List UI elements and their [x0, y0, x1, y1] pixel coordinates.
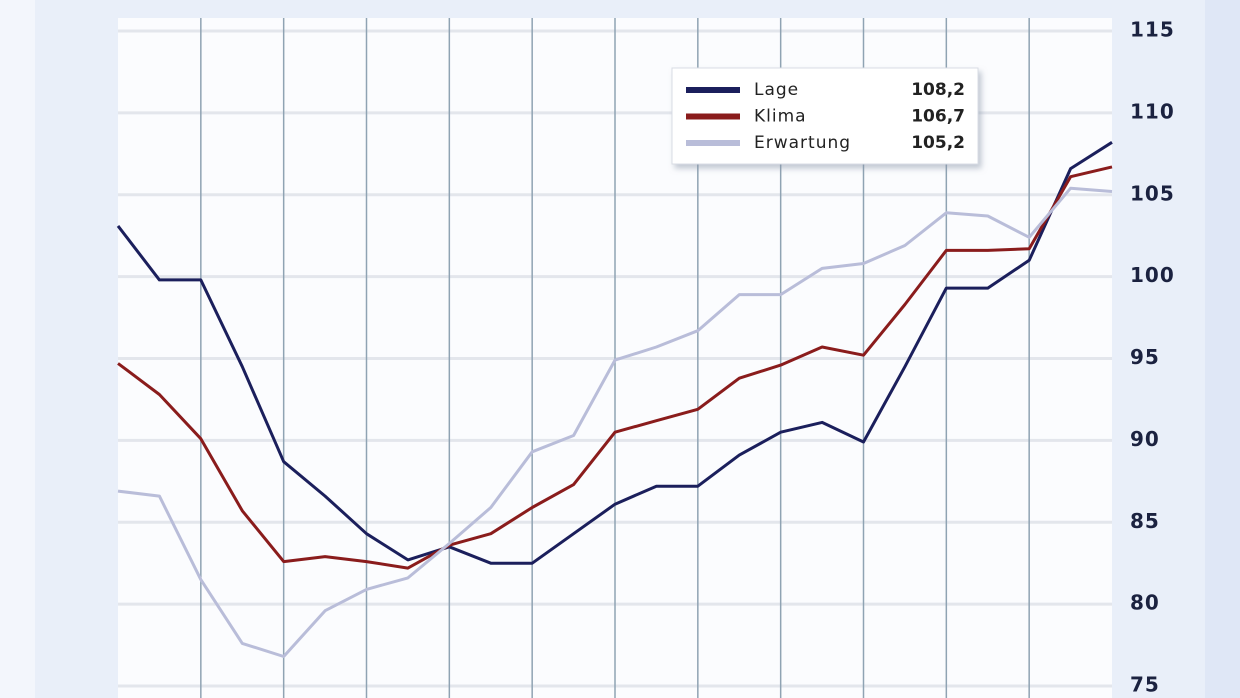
y-tick-label: 95: [1130, 345, 1160, 369]
series-line: [117, 165, 1113, 570]
legend-label: Erwartung: [754, 133, 851, 153]
legend-swatch: [686, 113, 740, 120]
y-tick-label: 105: [1130, 181, 1175, 205]
y-tick-label: 75: [1130, 673, 1160, 697]
legend-value: 106,7: [911, 107, 965, 127]
y-tick-label: 80: [1130, 591, 1160, 615]
series-line: [117, 186, 1113, 658]
y-tick-label: 85: [1130, 509, 1160, 533]
series-line: [116, 141, 1113, 565]
lines: [116, 141, 1113, 658]
legend-label: Klima: [754, 107, 807, 127]
y-tick-label: 100: [1130, 263, 1175, 287]
y-tick-label: 90: [1130, 427, 1160, 451]
legend-value: 105,2: [911, 133, 965, 153]
legend: Lage 108,2 Klima 106,7 Erwartung 105,2: [671, 67, 979, 165]
y-tick-label: 115: [1130, 18, 1175, 42]
panel-edge: [1205, 0, 1240, 698]
legend-swatch: [686, 140, 740, 146]
legend-value: 108,2: [911, 80, 965, 100]
legend-label: Lage: [754, 80, 799, 100]
legend-swatch: [686, 87, 740, 93]
y-tick-label: 110: [1130, 99, 1175, 123]
